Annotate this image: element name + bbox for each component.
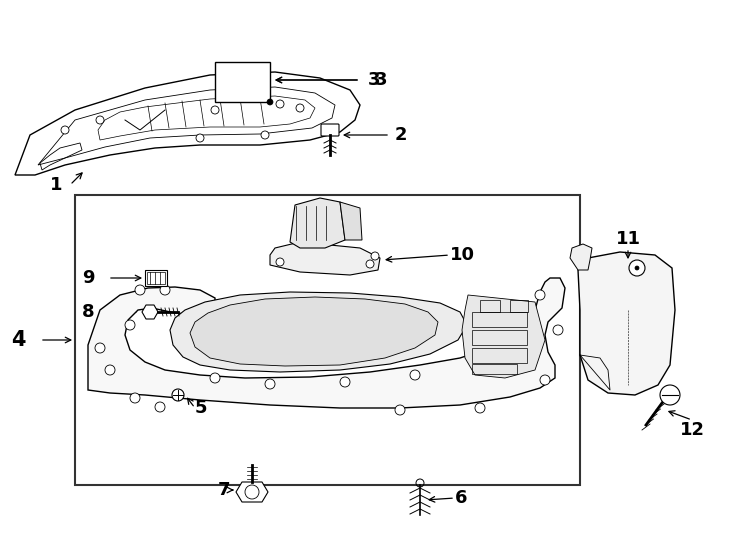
Polygon shape	[170, 292, 467, 372]
Circle shape	[475, 403, 485, 413]
Circle shape	[172, 389, 184, 401]
Text: 5: 5	[195, 399, 208, 417]
Circle shape	[660, 385, 680, 405]
Circle shape	[196, 134, 204, 142]
Polygon shape	[270, 242, 380, 275]
Text: 4: 4	[11, 330, 25, 350]
Bar	[472, 330, 527, 345]
Circle shape	[125, 320, 135, 330]
Bar	[215, 62, 270, 102]
Circle shape	[635, 266, 639, 270]
Circle shape	[340, 377, 350, 387]
Bar	[472, 312, 527, 327]
Circle shape	[267, 99, 273, 105]
Circle shape	[276, 100, 284, 108]
Polygon shape	[236, 482, 268, 502]
Text: 8: 8	[81, 303, 94, 321]
Text: 11: 11	[616, 230, 641, 248]
Circle shape	[395, 405, 405, 415]
Circle shape	[629, 260, 645, 276]
Circle shape	[210, 373, 220, 383]
Polygon shape	[340, 202, 362, 240]
Bar	[145, 270, 167, 286]
Polygon shape	[142, 305, 158, 319]
Bar	[480, 300, 500, 312]
Polygon shape	[578, 252, 675, 395]
Circle shape	[265, 379, 275, 389]
Text: 9: 9	[81, 269, 94, 287]
Circle shape	[553, 325, 563, 335]
Circle shape	[135, 285, 145, 295]
Circle shape	[61, 126, 69, 134]
Circle shape	[95, 343, 105, 353]
Bar	[510, 300, 528, 312]
Polygon shape	[462, 295, 545, 378]
Bar	[75, 195, 580, 485]
Bar	[472, 348, 527, 363]
FancyBboxPatch shape	[321, 124, 339, 136]
Text: 3: 3	[375, 71, 388, 89]
Circle shape	[410, 370, 420, 380]
Text: 2: 2	[395, 126, 407, 144]
Circle shape	[261, 131, 269, 139]
Circle shape	[296, 104, 304, 112]
Bar	[472, 364, 517, 374]
Polygon shape	[290, 198, 345, 248]
Bar	[147, 272, 165, 284]
Circle shape	[276, 258, 284, 266]
Circle shape	[96, 116, 104, 124]
Circle shape	[211, 106, 219, 114]
Polygon shape	[190, 297, 438, 366]
Circle shape	[535, 290, 545, 300]
Text: 12: 12	[680, 421, 705, 439]
Circle shape	[130, 393, 140, 403]
Text: 1: 1	[49, 176, 62, 194]
Circle shape	[105, 365, 115, 375]
Text: 6: 6	[455, 489, 468, 507]
Polygon shape	[88, 278, 565, 408]
Text: 10: 10	[450, 246, 475, 264]
Circle shape	[160, 285, 170, 295]
Text: 7: 7	[217, 481, 230, 499]
Polygon shape	[570, 244, 592, 270]
Circle shape	[155, 402, 165, 412]
Circle shape	[371, 252, 379, 260]
Circle shape	[540, 375, 550, 385]
Circle shape	[366, 260, 374, 268]
Text: 3: 3	[368, 71, 380, 89]
